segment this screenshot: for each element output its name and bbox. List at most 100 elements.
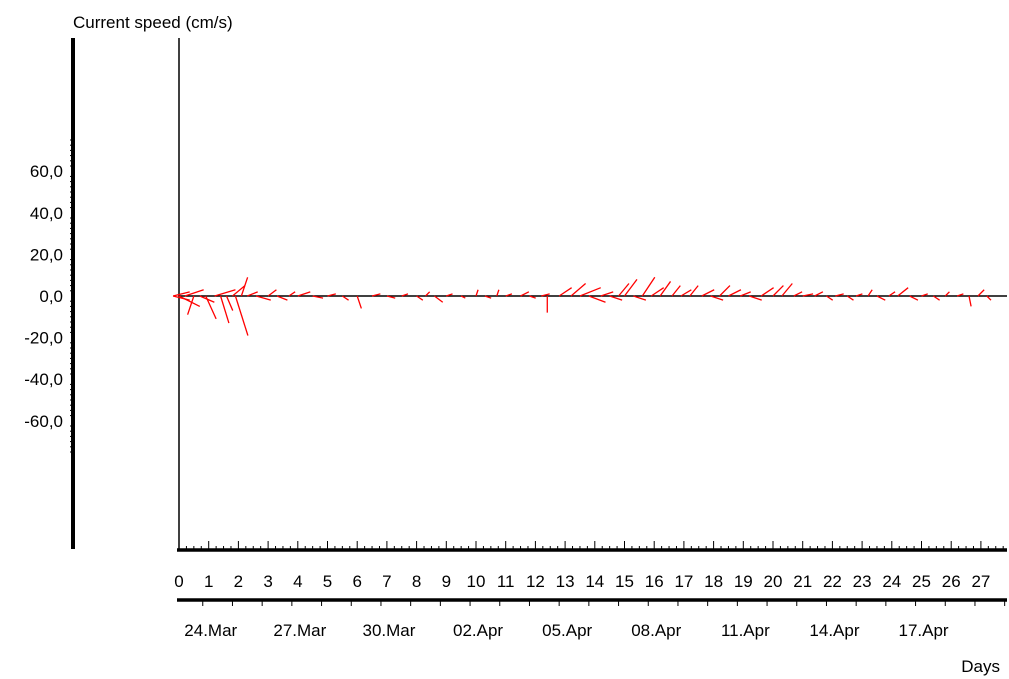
current-vector bbox=[944, 291, 950, 297]
day-tick-label: 4 bbox=[293, 572, 302, 591]
current-vector bbox=[618, 283, 630, 297]
current-vector bbox=[633, 295, 647, 301]
current-vector bbox=[297, 291, 311, 297]
day-tick-label: 11 bbox=[497, 572, 515, 591]
current-vector bbox=[588, 295, 606, 303]
current-vector bbox=[356, 295, 362, 309]
current-vector bbox=[835, 293, 844, 297]
day-tick-label: 7 bbox=[382, 572, 391, 591]
current-vector bbox=[728, 289, 742, 297]
current-vector bbox=[232, 285, 246, 297]
day-tick-label: 26 bbox=[942, 572, 961, 591]
day-tick-label: 14 bbox=[585, 572, 604, 591]
current-vector bbox=[178, 295, 201, 307]
day-tick-label: 9 bbox=[442, 572, 451, 591]
current-vector bbox=[219, 295, 230, 324]
day-tick-label: 1 bbox=[204, 572, 213, 591]
current-vector bbox=[496, 289, 500, 297]
y-tick-label: 40,0 bbox=[30, 204, 63, 223]
current-vector bbox=[781, 283, 793, 297]
day-tick-label: 10 bbox=[467, 572, 486, 591]
current-vector bbox=[977, 289, 985, 297]
current-vector bbox=[641, 276, 656, 297]
y-axis-title: Current speed (cm/s) bbox=[73, 13, 233, 32]
current-vector bbox=[659, 281, 672, 297]
current-vector bbox=[671, 285, 681, 297]
current-vector bbox=[475, 289, 479, 297]
current-vector bbox=[760, 287, 774, 297]
current-vector bbox=[701, 289, 715, 297]
current-vector bbox=[520, 291, 530, 297]
date-tick-label: 05.Apr bbox=[542, 621, 592, 640]
current-vector bbox=[710, 295, 724, 301]
current-vector bbox=[434, 295, 444, 303]
current-vector bbox=[529, 295, 536, 299]
day-tick-label: 19 bbox=[734, 572, 753, 591]
current-vector bbox=[609, 295, 623, 301]
x-axis-title: Days bbox=[961, 657, 1000, 676]
current-vector bbox=[401, 293, 409, 297]
y-tick-label: 0,0 bbox=[39, 287, 63, 306]
current-vectors bbox=[172, 276, 992, 336]
date-tick-label: 24.Mar bbox=[184, 621, 237, 640]
current-vector bbox=[968, 295, 972, 307]
current-vector bbox=[600, 291, 614, 297]
current-vector bbox=[288, 291, 296, 297]
current-vector bbox=[205, 295, 217, 320]
tick-labels: 60,040,020,00,0-20,0-40,0-60,00 1 2 3 4 5 6 7 8 9… bbox=[24, 162, 990, 640]
current-vector bbox=[793, 291, 803, 297]
current-vector bbox=[386, 295, 396, 299]
current-vector bbox=[740, 291, 751, 297]
current-vector bbox=[623, 278, 638, 297]
date-tick-label: 27.Mar bbox=[273, 621, 326, 640]
day-tick-label: 0 bbox=[174, 572, 183, 591]
current-vector bbox=[826, 295, 834, 301]
current-vector bbox=[184, 289, 204, 297]
current-vector bbox=[341, 295, 349, 301]
current-vector bbox=[416, 295, 424, 301]
y-tick-label: -40,0 bbox=[24, 370, 63, 389]
current-vector bbox=[772, 285, 784, 297]
day-tick-label: 3 bbox=[263, 572, 272, 591]
current-vector bbox=[256, 295, 271, 301]
current-vector bbox=[446, 293, 453, 297]
day-tick-label: 25 bbox=[912, 572, 931, 591]
current-vector bbox=[855, 293, 863, 297]
current-vector bbox=[172, 291, 190, 297]
current-vector bbox=[986, 295, 992, 301]
current-vector bbox=[234, 295, 249, 336]
day-tick-label: 2 bbox=[234, 572, 243, 591]
day-tick-label: 17 bbox=[674, 572, 693, 591]
current-vector bbox=[541, 293, 550, 297]
current-vector bbox=[867, 289, 873, 297]
current-vector bbox=[921, 293, 928, 297]
current-vector bbox=[484, 295, 492, 299]
current-vector bbox=[327, 293, 336, 297]
current-vector bbox=[897, 287, 909, 297]
day-tick-label: 18 bbox=[704, 572, 723, 591]
current-vector bbox=[312, 295, 324, 299]
day-tick-label: 12 bbox=[526, 572, 545, 591]
day-tick-label: 5 bbox=[323, 572, 332, 591]
current-vector bbox=[186, 295, 195, 315]
axes bbox=[70, 38, 1007, 606]
current-vector bbox=[247, 291, 258, 297]
current-vector bbox=[225, 295, 234, 311]
current-vector bbox=[570, 283, 587, 297]
current-vector bbox=[276, 295, 288, 301]
current-vector bbox=[933, 295, 940, 301]
y-tick-label: -20,0 bbox=[24, 329, 63, 348]
date-tick-label: 17.Apr bbox=[899, 621, 949, 640]
y-tick-label: 60,0 bbox=[30, 162, 63, 181]
current-vector bbox=[689, 285, 699, 297]
day-tick-label: 24 bbox=[882, 572, 901, 591]
current-vector bbox=[680, 289, 692, 297]
day-tick-label: 8 bbox=[412, 572, 421, 591]
current-vector bbox=[425, 291, 431, 297]
current-vector bbox=[214, 289, 236, 297]
day-tick-label: 23 bbox=[853, 572, 872, 591]
current-vector bbox=[240, 277, 249, 297]
day-tick-label: 6 bbox=[352, 572, 361, 591]
current-vector bbox=[558, 287, 573, 297]
current-vector bbox=[579, 287, 601, 297]
